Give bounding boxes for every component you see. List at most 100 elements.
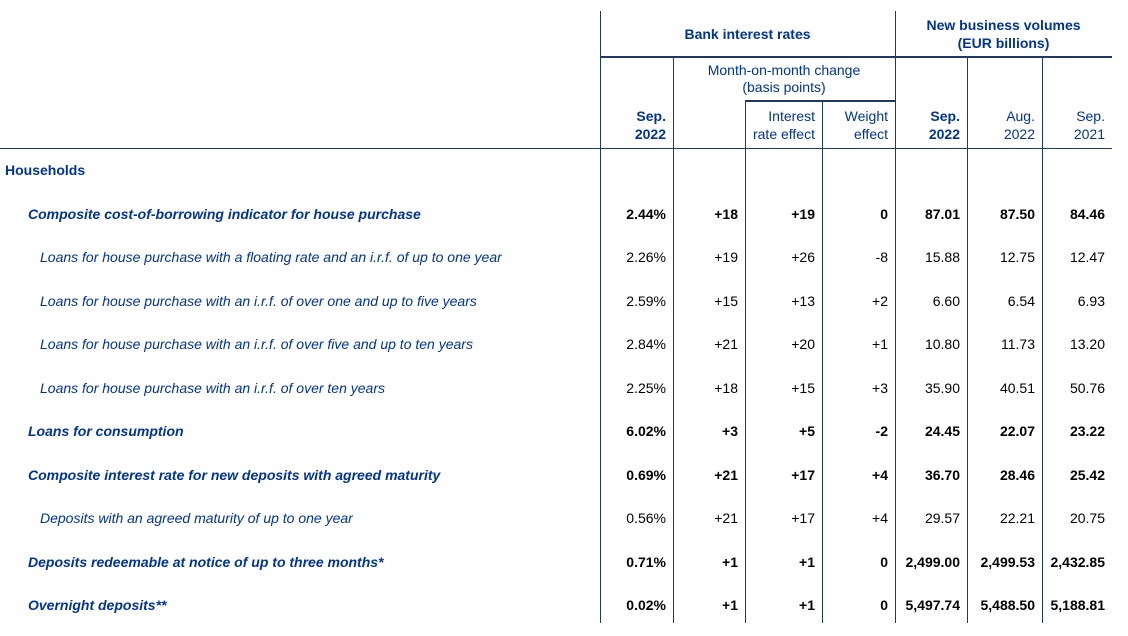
divider-rates-volumes <box>894 11 896 623</box>
table-row: Composite interest rate for new deposits… <box>0 453 1112 497</box>
cell-interest-rate-effect: +26 <box>791 249 815 266</box>
cell-rate: 2.59% <box>626 292 666 309</box>
rule-under-group-headers <box>600 56 1112 58</box>
cell-rate: 0.71% <box>626 553 666 570</box>
divider-ire-weight <box>821 100 823 623</box>
cell-rate: 0.02% <box>626 597 666 614</box>
cell-volume-sep-2022: 10.80 <box>924 336 960 353</box>
cell-mom-change: +21 <box>714 336 738 353</box>
rule-over-effect-columns <box>745 100 895 102</box>
cell-mom-change: +21 <box>714 510 738 527</box>
cell-volume-sep-2022: 29.57 <box>924 510 960 527</box>
cell-volume-aug-2022: 40.51 <box>999 379 1035 396</box>
cell-weight-effect: +1 <box>872 336 888 353</box>
table-row: Loans for house purchase with an i.r.f. … <box>0 323 1112 367</box>
cell-volume-aug-2022: 22.21 <box>999 510 1035 527</box>
column-header-line2: 2022 <box>928 125 960 142</box>
cell-rate: 0.69% <box>626 466 666 483</box>
table-row: Loans for house purchase with a floating… <box>0 236 1112 280</box>
cell-mom-change: +19 <box>714 249 738 266</box>
table-row: Loans for house purchase with an i.r.f. … <box>0 279 1112 323</box>
column-header-line1: Interest <box>768 108 815 124</box>
cell-volume-aug-2022: 12.75 <box>999 249 1035 266</box>
cell-volume-sep-2021: 23.22 <box>1069 423 1105 440</box>
group-header-bank-interest-rates: Bank interest rates <box>600 11 895 56</box>
cell-weight-effect: 0 <box>880 205 888 222</box>
table-row: Composite cost-of-borrowing indicator fo… <box>0 192 1112 236</box>
cell-rate: 6.02% <box>626 423 666 440</box>
column-header-line2: 2022 <box>634 125 666 142</box>
row-label: Loans for house purchase with an i.r.f. … <box>40 379 386 396</box>
cell-rate: 2.25% <box>626 379 666 396</box>
cell-interest-rate-effect: +5 <box>799 423 815 440</box>
row-label: Households <box>5 162 86 178</box>
cell-volume-aug-2022: 28.46 <box>999 466 1035 483</box>
group-header-label-line2: (EUR billions) <box>957 34 1050 51</box>
cell-volume-sep-2022: 5,497.74 <box>905 597 961 614</box>
cell-weight-effect: -2 <box>875 423 888 440</box>
divider-rate-mom <box>672 56 674 623</box>
column-header-line1: Sep. <box>636 108 666 124</box>
table-row: Overnight deposits** 0.02% +1 +1 0 5,497… <box>0 584 1112 628</box>
row-label: Deposits redeemable at notice of up to t… <box>28 553 384 570</box>
cell-interest-rate-effect: +15 <box>791 379 815 396</box>
column-header-volume-sep-2022: Sep. 2022 <box>895 100 967 148</box>
cell-volume-sep-2022: 87.01 <box>924 205 960 222</box>
table-row: Households <box>0 148 1112 192</box>
cell-volume-aug-2022: 6.54 <box>1007 292 1035 309</box>
rule-under-column-headers <box>0 147 1112 149</box>
cell-volume-aug-2022: 22.07 <box>999 423 1035 440</box>
cell-volume-sep-2021: 20.75 <box>1069 510 1105 527</box>
cell-volume-sep-2021: 2,432.85 <box>1050 553 1106 570</box>
cell-rate: 0.56% <box>626 510 666 527</box>
divider-vol-sep-aug <box>966 56 968 623</box>
table-row: Deposits redeemable at notice of up to t… <box>0 540 1112 584</box>
subgroup-label-line2: (basis points) <box>742 78 826 95</box>
row-label: Loans for house purchase with an i.r.f. … <box>40 336 473 353</box>
cell-volume-sep-2021: 25.42 <box>1069 466 1105 483</box>
cell-volume-aug-2022: 11.73 <box>1001 336 1035 353</box>
cell-interest-rate-effect: +13 <box>791 292 815 309</box>
cell-volume-aug-2022: 5,488.50 <box>980 597 1036 614</box>
column-header-rate-sep-2022: Sep. 2022 <box>600 100 673 148</box>
table-rows: Households Composite cost-of-borrowing i… <box>0 148 1112 627</box>
cell-volume-sep-2022: 2,499.00 <box>905 553 961 570</box>
cell-rate: 2.26% <box>626 249 666 266</box>
row-label: Composite cost-of-borrowing indicator fo… <box>28 205 421 222</box>
divider-vol-aug-sep21 <box>1041 56 1043 623</box>
cell-volume-sep-2021: 5,188.81 <box>1050 597 1106 614</box>
cell-mom-change: +3 <box>722 423 738 440</box>
group-header-label-line1: New business volumes <box>926 16 1081 33</box>
cell-interest-rate-effect: +17 <box>791 510 815 527</box>
cell-weight-effect: -8 <box>875 249 888 266</box>
cell-volume-sep-2022: 35.90 <box>924 379 960 396</box>
row-label: Loans for consumption <box>28 423 184 440</box>
table-row: Deposits with an agreed maturity of up t… <box>0 497 1112 541</box>
row-label: Deposits with an agreed maturity of up t… <box>40 510 353 527</box>
cell-weight-effect: +4 <box>872 466 888 483</box>
group-header-new-business-volumes: New business volumes (EUR billions) <box>895 11 1112 56</box>
cell-weight-effect: +2 <box>872 292 888 309</box>
row-label: Loans for house purchase with an i.r.f. … <box>40 292 477 309</box>
cell-volume-aug-2022: 2,499.53 <box>980 553 1036 570</box>
column-header-line1: Aug. <box>1006 108 1035 124</box>
cell-mom-change: +1 <box>722 597 738 614</box>
divider-labels-rates <box>599 11 601 623</box>
cell-interest-rate-effect: +1 <box>799 553 815 570</box>
column-header-volume-sep-2021: Sep. 2021 <box>1042 100 1112 148</box>
cell-volume-sep-2022: 15.88 <box>924 249 960 266</box>
cell-volume-sep-2021: 6.93 <box>1077 292 1105 309</box>
cell-volume-sep-2022: 36.70 <box>924 466 960 483</box>
cell-weight-effect: +4 <box>872 510 888 527</box>
cell-volume-aug-2022: 87.50 <box>999 205 1035 222</box>
column-header-line2: 2022 <box>1003 125 1035 142</box>
cell-volume-sep-2021: 12.47 <box>1069 249 1105 266</box>
column-header-line1: Sep. <box>1076 108 1105 124</box>
cell-interest-rate-effect: +1 <box>799 597 815 614</box>
row-label: Overnight deposits** <box>28 597 167 614</box>
column-header-line2: 2021 <box>1073 125 1105 142</box>
cell-weight-effect: 0 <box>880 597 888 614</box>
subgroup-label-line1: Month-on-month change <box>707 62 861 78</box>
subgroup-header-mom-change: Month-on-month change (basis points) <box>673 57 895 100</box>
table-row: Loans for house purchase with an i.r.f. … <box>0 366 1112 410</box>
